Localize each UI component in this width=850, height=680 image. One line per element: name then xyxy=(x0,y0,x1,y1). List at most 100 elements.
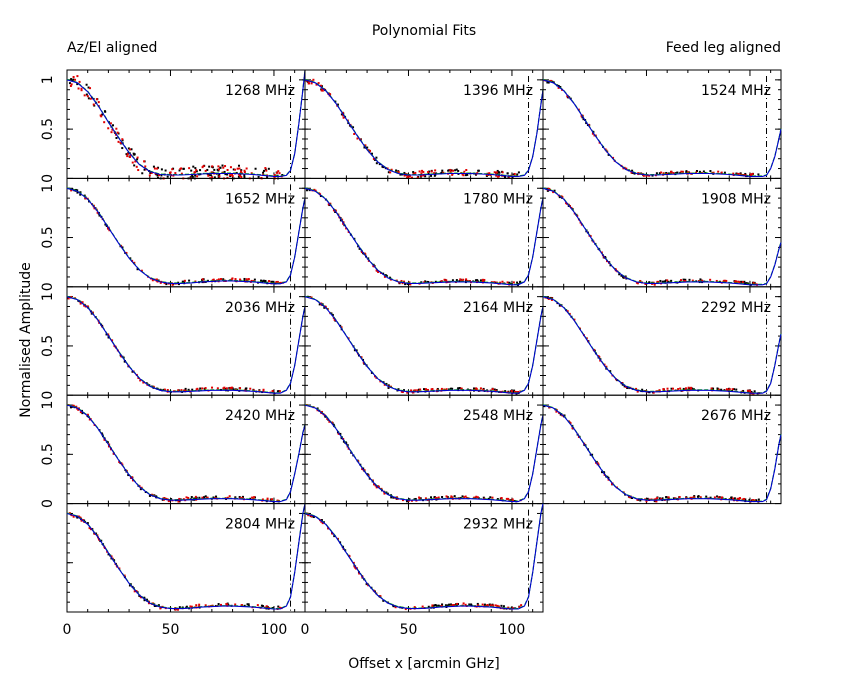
feedleg-point xyxy=(670,170,673,173)
feedleg-point xyxy=(660,498,663,501)
feedleg-point xyxy=(497,175,500,178)
feedleg-point xyxy=(331,532,334,535)
feedleg-fit-line xyxy=(304,404,544,503)
feedleg-point xyxy=(690,386,693,389)
feedleg-point xyxy=(183,279,186,282)
azel-point xyxy=(213,176,216,179)
feedleg-point xyxy=(513,172,516,175)
azel-point xyxy=(386,492,389,495)
feedleg-point xyxy=(591,132,594,135)
feedleg-point xyxy=(410,499,413,502)
feedleg-point xyxy=(493,171,496,174)
feedleg-point xyxy=(172,174,175,177)
feedleg-point xyxy=(156,167,159,170)
feedleg-point xyxy=(211,165,214,168)
feedleg-point xyxy=(573,318,576,321)
x-tick-label: 50 xyxy=(400,622,418,638)
azel-point xyxy=(145,598,148,601)
feedleg-point xyxy=(120,355,123,358)
azel-point xyxy=(441,496,444,499)
azel-point xyxy=(247,603,250,606)
azel-point xyxy=(457,169,460,172)
feedleg-point xyxy=(194,495,197,498)
azel-point xyxy=(493,388,496,391)
panel-2036-mhz: 0 0.5 1 2036 MHz xyxy=(40,286,306,400)
feedleg-point xyxy=(180,172,183,175)
azel-point xyxy=(702,170,705,173)
azel-point xyxy=(733,388,736,391)
panel-2164-mhz: 2164 MHz xyxy=(304,286,544,396)
feedleg-point xyxy=(267,280,270,283)
feedleg-point xyxy=(216,387,219,390)
feedleg-point xyxy=(195,604,198,607)
feedleg-point xyxy=(462,278,465,281)
feedleg-point xyxy=(412,389,415,392)
azel-point xyxy=(366,473,369,476)
feedleg-point xyxy=(666,279,669,282)
feedleg-point xyxy=(129,476,132,479)
feedleg-point xyxy=(341,218,344,221)
azel-point xyxy=(685,496,688,499)
azel-point xyxy=(190,496,193,499)
azel-point xyxy=(237,175,240,178)
feedleg-point xyxy=(278,390,281,393)
feedleg-point xyxy=(201,496,204,499)
feedleg-point xyxy=(217,165,220,168)
azel-point xyxy=(257,175,260,178)
feedleg-point xyxy=(731,388,734,391)
feedleg-point xyxy=(231,173,234,176)
feedleg-point xyxy=(174,172,177,175)
x-axis-label: Offset x [arcmin GHz] xyxy=(348,656,499,672)
azel-point xyxy=(508,281,511,284)
feedleg-point xyxy=(507,606,510,609)
feedleg-point xyxy=(131,161,134,164)
feedleg-point xyxy=(397,171,400,174)
feedleg-point xyxy=(361,468,364,471)
feedleg-point xyxy=(383,275,386,278)
azel-point xyxy=(670,387,673,390)
azel-point xyxy=(403,171,406,174)
feedleg-point xyxy=(69,84,72,87)
azel-point xyxy=(476,602,479,605)
feedleg-point xyxy=(424,497,427,500)
feedleg-point xyxy=(511,607,514,610)
feedleg-point xyxy=(667,496,670,499)
feedleg-point xyxy=(234,603,237,606)
feedleg-point xyxy=(645,500,648,503)
feedleg-point xyxy=(333,318,336,321)
azel-point xyxy=(76,189,79,192)
azel-point xyxy=(68,82,71,85)
azel-point xyxy=(132,152,135,155)
panel-frequency-label: 2548 MHz xyxy=(463,408,533,424)
feedleg-point xyxy=(276,280,279,283)
feedleg-point xyxy=(437,496,440,499)
azel-point xyxy=(312,516,315,519)
azel-point xyxy=(318,303,321,306)
azel-point xyxy=(241,495,244,498)
feedleg-point xyxy=(430,170,433,173)
feedleg-point xyxy=(184,389,187,392)
feedleg-point xyxy=(426,388,429,391)
feedleg-point xyxy=(414,389,417,392)
azel-point xyxy=(178,500,181,503)
feedleg-point xyxy=(224,165,227,168)
azel-point xyxy=(665,496,668,499)
feedleg-point xyxy=(679,387,682,390)
panel-frequency-label: 1908 MHz xyxy=(701,191,771,207)
azel-point xyxy=(141,172,144,175)
feedleg-point xyxy=(246,279,249,282)
azel-point xyxy=(365,583,368,586)
azel-point xyxy=(70,78,73,81)
feedleg-point xyxy=(328,93,331,96)
feedleg-point xyxy=(251,496,254,499)
feedleg-point xyxy=(320,89,323,92)
azel-point xyxy=(392,496,395,499)
feedleg-fit-line xyxy=(66,404,306,503)
feedleg-point xyxy=(600,251,603,254)
azel-point xyxy=(219,166,222,169)
feedleg-point xyxy=(320,520,323,523)
azel-point xyxy=(582,118,585,121)
azel-point xyxy=(76,516,79,519)
feedleg-point xyxy=(321,89,324,92)
feedleg-point xyxy=(341,111,344,114)
